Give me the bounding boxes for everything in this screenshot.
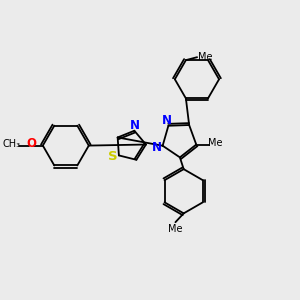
Text: N: N	[130, 119, 140, 132]
Text: N: N	[162, 114, 172, 127]
Text: Me: Me	[198, 52, 212, 61]
Text: Me: Me	[168, 224, 183, 234]
Text: O: O	[27, 137, 37, 150]
Text: CH₃: CH₃	[2, 139, 20, 149]
Text: Me: Me	[208, 138, 222, 148]
Text: N: N	[152, 141, 162, 154]
Text: S: S	[108, 150, 118, 164]
